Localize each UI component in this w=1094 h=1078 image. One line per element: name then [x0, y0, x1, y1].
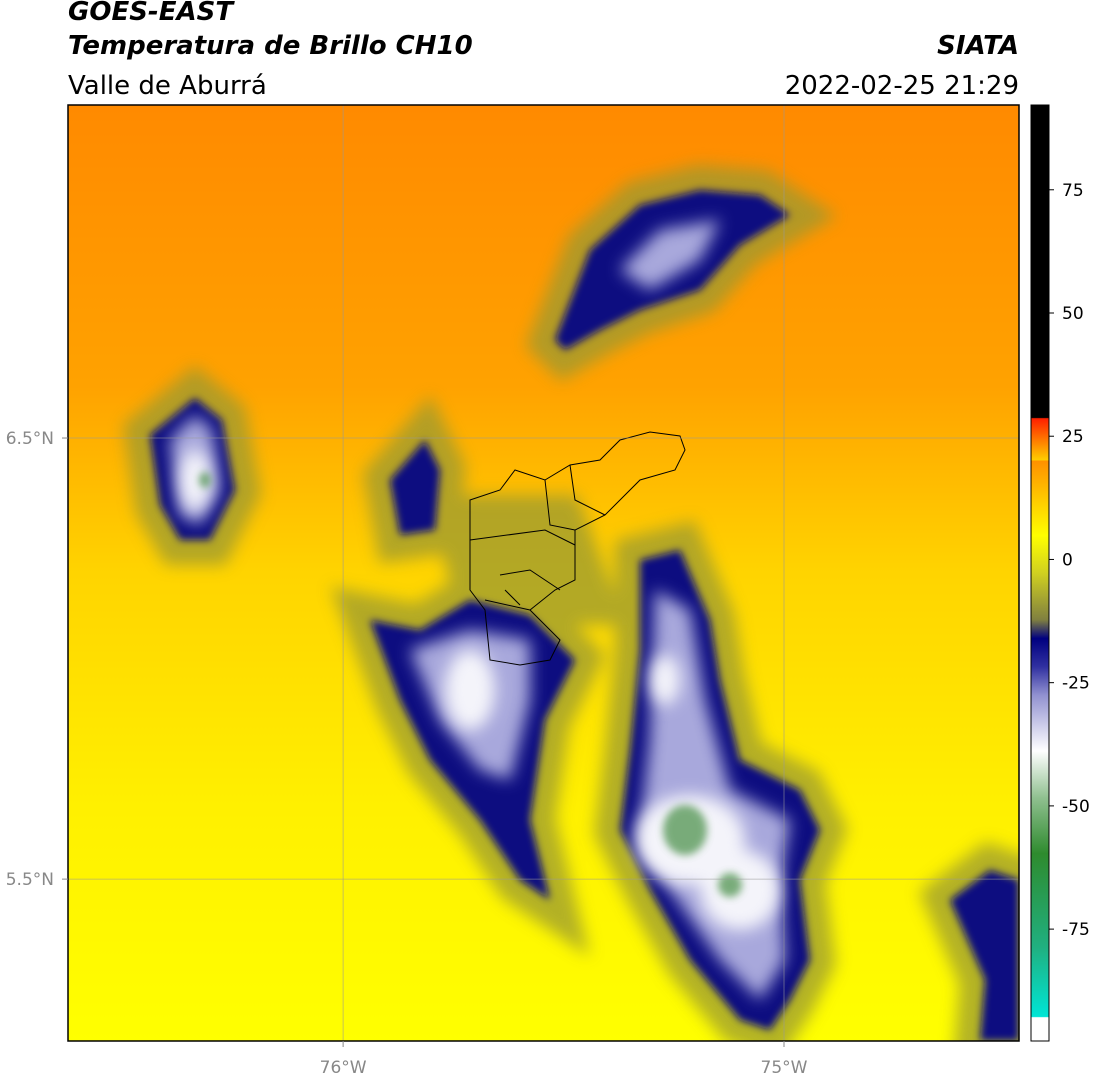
municipal-boundaries — [469, 431, 686, 666]
colorbar-tick-label: 0 — [1062, 550, 1073, 570]
datetime: 2022-02-25 21:29 — [785, 71, 1019, 101]
title: GOES-EAST — [68, 0, 235, 27]
y-tick-label: 6.5°N — [6, 429, 54, 449]
colorbar-tick-label: 75 — [1062, 181, 1084, 201]
grid — [68, 105, 1019, 1041]
imagery — [68, 105, 1019, 1041]
source: SIATA — [937, 31, 1019, 61]
subtitle: Temperatura de Brillo CH10 — [68, 31, 473, 61]
colorbar-tick-label: -25 — [1062, 674, 1090, 694]
colorbar — [1030, 104, 1050, 1042]
x-tick-label: 75°W — [761, 1058, 808, 1078]
x-tick-label: 76°W — [320, 1058, 367, 1078]
colorbar-tick-label: -50 — [1062, 797, 1090, 817]
colorbar-tick-label: -75 — [1062, 920, 1090, 940]
region: Valle de Aburrá — [68, 71, 267, 101]
colorbar-tick-label: 50 — [1062, 304, 1084, 324]
colorbar-tick-label: 25 — [1062, 427, 1084, 447]
map-frame — [67, 104, 1020, 1042]
y-tick-label: 5.5°N — [6, 870, 54, 890]
